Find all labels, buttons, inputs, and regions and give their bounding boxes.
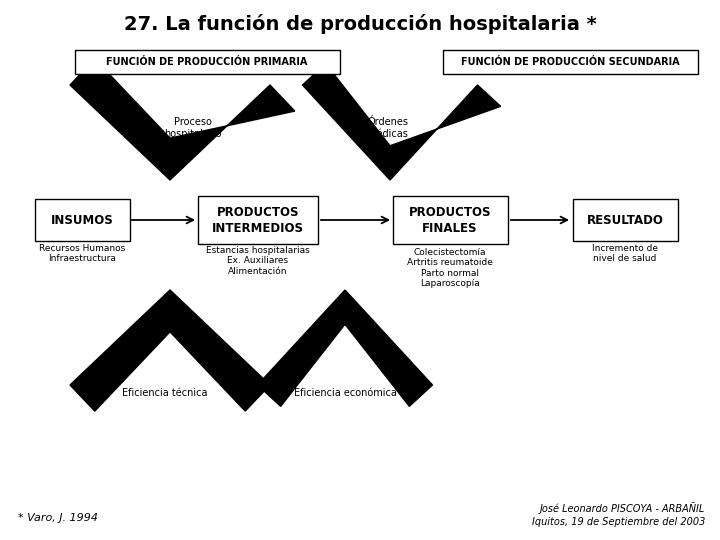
Text: RESULTADO: RESULTADO [587, 213, 663, 226]
Polygon shape [258, 290, 433, 406]
Text: PRODUCTOS
INTERMEDIOS: PRODUCTOS INTERMEDIOS [212, 206, 304, 234]
Text: Estancias hospitalarias
Ex. Auxiliares
Alimentación: Estancias hospitalarias Ex. Auxiliares A… [206, 246, 310, 276]
Polygon shape [70, 59, 294, 180]
Text: Iquitos, 19 de Septiembre del 2003: Iquitos, 19 de Septiembre del 2003 [531, 517, 705, 527]
Text: Eficiencia económica: Eficiencia económica [294, 388, 397, 398]
FancyBboxPatch shape [392, 196, 508, 244]
Text: Recursos Humanos
Infraestructura: Recursos Humanos Infraestructura [39, 244, 125, 264]
FancyBboxPatch shape [74, 50, 340, 74]
FancyBboxPatch shape [572, 199, 678, 241]
Text: PRODUCTOS
FINALES: PRODUCTOS FINALES [409, 206, 491, 234]
Text: INSUMOS: INSUMOS [50, 213, 113, 226]
Text: 27. La función de producción hospitalaria *: 27. La función de producción hospitalari… [124, 14, 596, 34]
Text: Colecistectomía
Artritis reumatoide
Parto normal
Laparoscopía: Colecistectomía Artritis reumatoide Part… [407, 248, 493, 288]
FancyBboxPatch shape [35, 199, 130, 241]
Text: Órdenes
médicas: Órdenes médicas [367, 117, 408, 139]
Text: Eficiencia técnica: Eficiencia técnica [122, 388, 208, 398]
Text: José Leonardo PISCOYA - ARBAÑIL: José Leonardo PISCOYA - ARBAÑIL [540, 502, 705, 514]
Text: Incremento de
nivel de salud: Incremento de nivel de salud [592, 244, 658, 264]
FancyBboxPatch shape [443, 50, 698, 74]
FancyBboxPatch shape [198, 196, 318, 244]
Text: FUNCIÓN DE PRODUCCIÓN PRIMARIA: FUNCIÓN DE PRODUCCIÓN PRIMARIA [107, 57, 307, 67]
Polygon shape [302, 64, 500, 180]
Text: Proceso
hospitalario: Proceso hospitalario [164, 117, 222, 139]
Text: FUNCIÓN DE PRODUCCIÓN SECUNDARIA: FUNCIÓN DE PRODUCCIÓN SECUNDARIA [461, 57, 679, 67]
Polygon shape [70, 290, 270, 411]
Text: * Varo, J. 1994: * Varo, J. 1994 [18, 513, 98, 523]
